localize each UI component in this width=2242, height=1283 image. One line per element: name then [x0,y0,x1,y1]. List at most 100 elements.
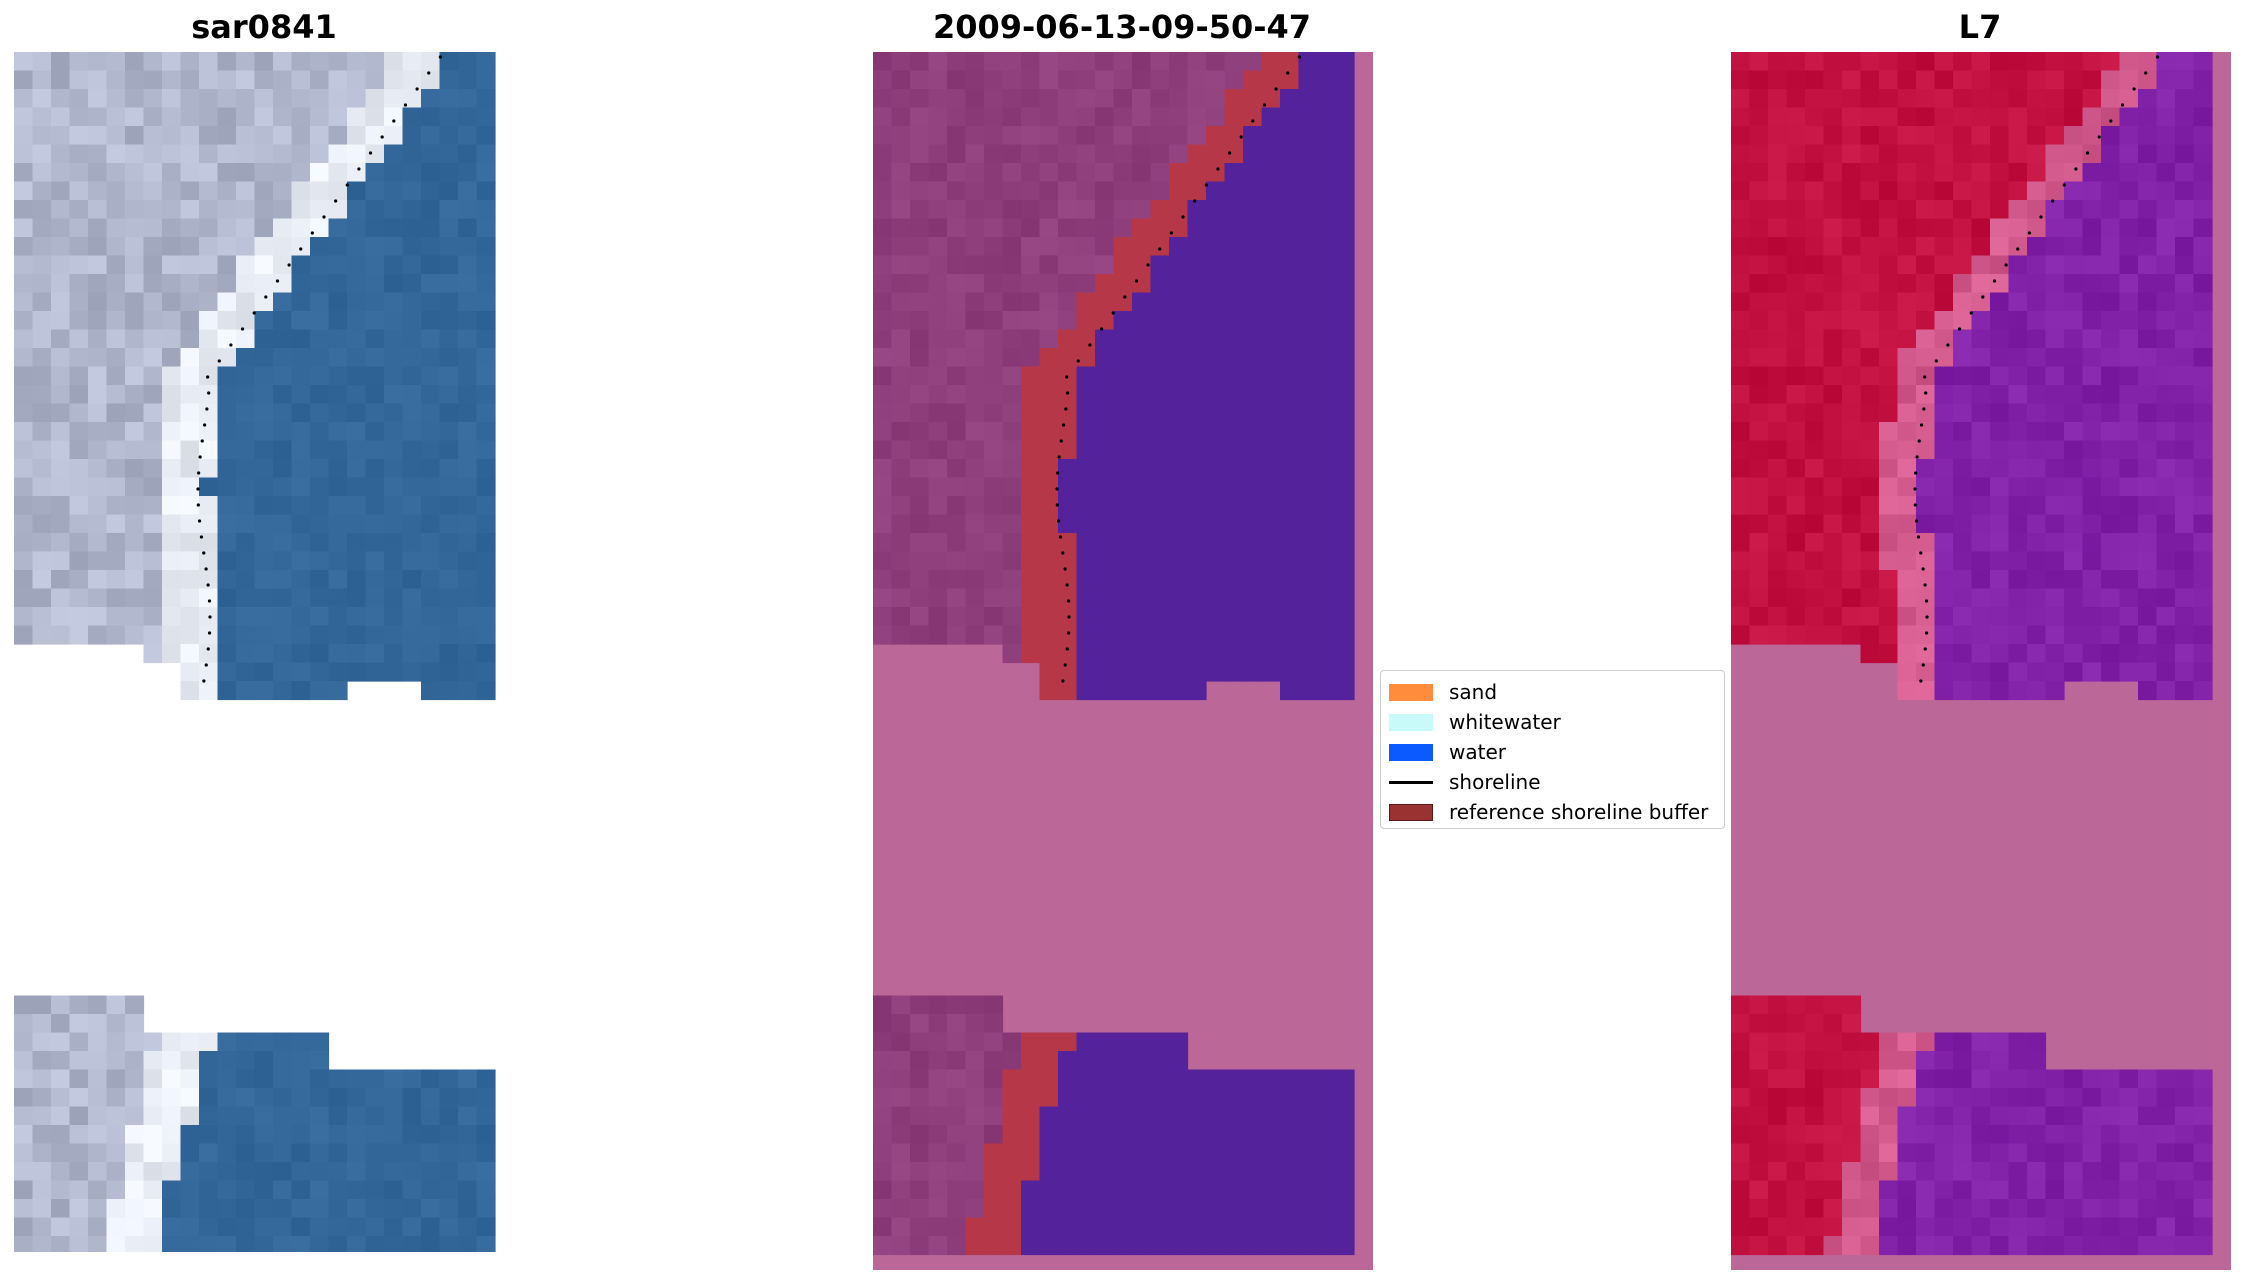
image-pixel [1990,607,2010,627]
image-pixel [143,514,163,534]
image-pixel [2156,514,2176,534]
image-pixel [1786,366,1806,386]
image-pixel [347,237,367,257]
image-pixel [365,662,385,682]
image-pixel [1095,644,1115,664]
image-pixel [291,625,311,645]
image-pixel [365,588,385,608]
image-pixel [1298,255,1318,275]
image-pixel [2101,274,2121,294]
shoreline-dot [1076,359,1080,363]
image-pixel [1058,533,1078,553]
image-pixel [328,1180,348,1200]
image-pixel [384,459,404,479]
shoreline-dot [196,503,200,507]
image-pixel [236,496,256,516]
image-pixel [310,681,330,701]
image-pixel [291,496,311,516]
image-pixel [2064,255,2084,275]
image-pixel [2156,89,2176,109]
image-pixel [2101,662,2121,682]
image-pixel [928,274,948,294]
image-pixel [928,181,948,201]
image-pixel [1916,311,1936,331]
image-pixel [1261,496,1281,516]
image-pixel [1768,1125,1788,1145]
image-pixel [1113,1088,1133,1108]
image-pixel [2193,126,2213,146]
image-pixel [32,1014,52,1034]
image-pixel [1076,329,1096,349]
image-pixel [476,200,496,220]
image-pixel [1317,200,1337,220]
image-pixel [180,311,200,331]
shoreline-dot [205,407,209,411]
image-pixel [125,1162,145,1182]
image-pixel [1039,144,1059,164]
image-pixel [125,1217,145,1237]
image-pixel [910,1162,930,1182]
image-pixel [1039,1217,1059,1237]
image-pixel [1879,1125,1899,1145]
image-pixel [1002,218,1022,238]
image-pixel [328,533,348,553]
image-pixel [1039,163,1059,183]
image-pixel [291,422,311,442]
image-pixel [1058,200,1078,220]
image-pixel [310,255,330,275]
image-pixel [1076,366,1096,386]
image-pixel [1039,255,1059,275]
image-pixel [458,533,478,553]
image-pixel [458,440,478,460]
image-pixel [328,1236,348,1252]
image-pixel [236,292,256,312]
image-pixel [1842,551,1862,571]
image-pixel [1990,1143,2010,1163]
image-pixel [2156,403,2176,423]
image-pixel [1842,274,1862,294]
image-pixel [1169,52,1189,72]
image-pixel [476,588,496,608]
image-pixel [14,70,34,90]
image-pixel [1002,237,1022,257]
image-pixel [1971,1217,1991,1237]
image-pixel [1786,1236,1806,1256]
image-pixel [1113,570,1133,590]
image-pixel [984,1236,1004,1256]
image-pixel [1243,477,1263,497]
image-pixel [1731,1162,1751,1182]
image-pixel [88,570,108,590]
image-pixel [1280,1162,1300,1182]
image-pixel [1953,1199,1973,1219]
image-pixel [1224,70,1244,90]
image-pixel [2064,1106,2084,1126]
image-pixel [1805,1180,1825,1200]
image-pixel [365,107,385,127]
image-pixel [458,1125,478,1145]
image-pixel [1169,311,1189,331]
image-pixel [1058,551,1078,571]
image-pixel [125,107,145,127]
image-pixel [2064,625,2084,645]
image-pixel [928,1051,948,1071]
image-pixel [1280,52,1300,72]
image-pixel [1953,681,1973,701]
shoreline-dot [1064,407,1068,411]
image-pixel [347,52,367,72]
image-pixel [947,625,967,645]
image-pixel [947,1106,967,1126]
image-pixel [1206,366,1226,386]
image-pixel [1021,1236,1041,1256]
image-pixel [458,496,478,516]
image-pixel [1132,181,1152,201]
image-pixel [310,1180,330,1200]
image-pixel [2027,1088,2047,1108]
image-pixel [1243,1069,1263,1089]
shoreline-dot [427,71,431,75]
image-pixel [51,1180,71,1200]
image-pixel [254,1032,274,1052]
image-pixel [402,570,422,590]
image-pixel [32,200,52,220]
image-pixel [236,181,256,201]
image-pixel [873,570,893,590]
